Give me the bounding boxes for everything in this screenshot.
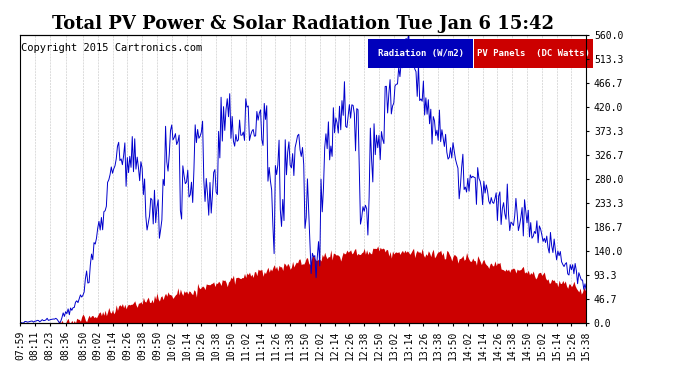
Text: PV Panels  (DC Watts): PV Panels (DC Watts) — [477, 49, 590, 58]
FancyBboxPatch shape — [474, 39, 593, 68]
Text: Radiation (W/m2): Radiation (W/m2) — [377, 49, 464, 58]
FancyBboxPatch shape — [368, 39, 473, 68]
Text: Copyright 2015 Cartronics.com: Copyright 2015 Cartronics.com — [21, 43, 202, 53]
Title: Total PV Power & Solar Radiation Tue Jan 6 15:42: Total PV Power & Solar Radiation Tue Jan… — [52, 15, 554, 33]
